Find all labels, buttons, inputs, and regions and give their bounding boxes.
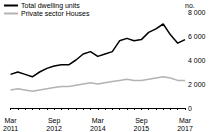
svg-text:2014: 2014 [90, 125, 106, 132]
svg-text:6 000: 6 000 [188, 33, 206, 40]
svg-text:Total dwelling units: Total dwelling units [21, 2, 80, 10]
svg-text:no.: no. [185, 1, 195, 9]
svg-text:2012: 2012 [46, 125, 62, 132]
svg-text:0: 0 [188, 105, 192, 112]
svg-text:8 000: 8 000 [188, 9, 206, 16]
svg-text:Mar: Mar [4, 117, 17, 124]
svg-text:Mar: Mar [179, 117, 192, 124]
svg-text:2 000: 2 000 [188, 81, 206, 88]
svg-text:2011: 2011 [3, 125, 18, 132]
svg-text:Sep: Sep [135, 117, 148, 125]
svg-text:2015: 2015 [134, 125, 150, 132]
svg-text:2017: 2017 [177, 125, 193, 132]
svg-text:Mar: Mar [92, 117, 105, 124]
svg-text:Sep: Sep [48, 117, 61, 125]
svg-text:4 000: 4 000 [188, 57, 206, 64]
svg-text:Private sector Houses: Private sector Houses [21, 10, 90, 17]
